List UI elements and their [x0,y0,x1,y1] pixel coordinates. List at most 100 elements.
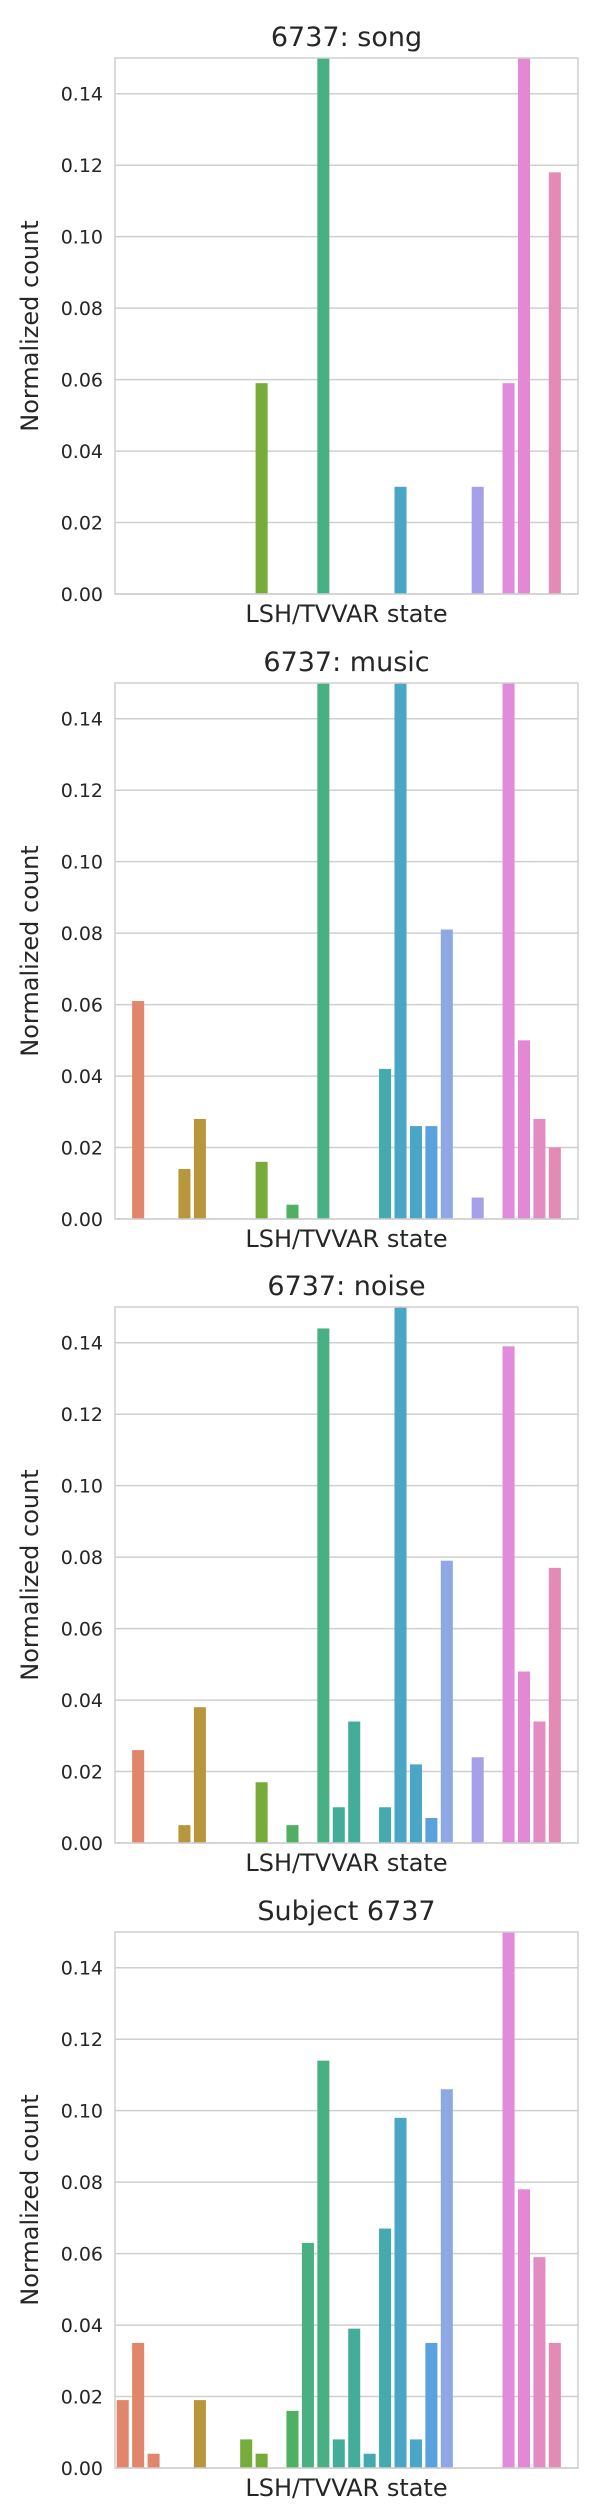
bar [471,1197,484,1219]
chart-panel-2: 6737: music 0.00 0.02 0.04 0.06 0.08 0.10 0.12 0… [16,647,579,1253]
bar [394,486,407,594]
bar [425,1817,438,1843]
plot-frame [114,682,579,1220]
y-tick-label: 0.14 [61,1333,103,1355]
y-tick-label: 0.04 [61,1066,103,1088]
bar [132,1001,145,1219]
bar [255,1161,268,1219]
bar [548,1567,561,1843]
bar [394,2117,407,2468]
y-tick-label: 0.08 [61,298,103,320]
y-tick-label: 0.10 [61,852,103,874]
bar [317,2060,330,2468]
y-tick-label: 0.08 [61,2172,103,2194]
bar [502,1932,515,2468]
bar [240,2439,253,2468]
y-tick-label: 0.12 [61,1404,103,1426]
y-axis-label: Normalized count [16,2094,44,2305]
y-tick-label: 0.14 [61,1958,103,1980]
plot-frame [114,1931,579,2469]
y-tick-label: 0.06 [61,1619,103,1641]
y-axis-label: Normalized count [16,1469,44,1680]
bar [440,2089,453,2468]
bar [409,1764,422,1843]
y-tick-label: 0.04 [61,2315,103,2337]
y-tick-label: 0.14 [61,84,103,106]
bar [178,1825,191,1843]
bar [317,58,330,594]
bar [317,683,330,1219]
y-tick-label: 0.02 [61,2387,103,2409]
bar [440,929,453,1219]
x-axis-label: LSH/TVVAR state [245,2474,447,2502]
chart-panel-1: 6737: song 0.00 0.02 0.04 0.06 0.08 0.10 0.12 0.… [16,22,579,628]
bar [548,1147,561,1219]
y-tick-label: 0.10 [61,227,103,249]
bar [301,2242,314,2468]
bar [132,1750,145,1843]
bar [548,172,561,594]
x-axis-label: LSH/TVVAR state [245,600,447,628]
chart-title: Subject 6737 [257,1896,435,1927]
bar [409,1126,422,1219]
bar [471,1757,484,1843]
y-tick-label: 0.12 [61,2029,103,2051]
y-tick-label: 0.08 [61,1547,103,1569]
bar [394,683,407,1219]
y-tick-label: 0.10 [61,2101,103,2123]
bar [409,2439,422,2468]
plot-frame [114,1306,579,1844]
bar [348,1721,361,1843]
chart-title: 6737: music [263,647,429,678]
y-tick-label: 0.14 [61,709,103,731]
bar [425,1126,438,1219]
y-tick-label: 0.10 [61,1476,103,1498]
chart-panel-4: Subject 6737 0.00 0.02 0.04 0.06 0.08 0.10 0.12… [16,1896,579,2502]
bar [255,383,268,594]
bar [286,1825,299,1843]
y-tick-label: 0.00 [61,2458,103,2480]
bar [471,486,484,594]
bar [193,1118,206,1219]
bar [332,2439,345,2468]
y-tick-label: 0.00 [61,1209,103,1231]
y-axis-label: Normalized count [16,845,44,1056]
bar [116,2400,129,2468]
bar [533,1118,546,1219]
y-tick-label: 0.04 [61,441,103,463]
y-tick-label: 0.12 [61,155,103,177]
y-tick-label: 0.02 [61,1138,103,1160]
bar [533,2257,546,2468]
bar [425,2342,438,2468]
bar [348,2328,361,2468]
bar [502,383,515,594]
y-tick-label: 0.02 [61,513,103,535]
bar [286,2410,299,2468]
y-tick-label: 0.08 [61,923,103,945]
bar [363,2453,376,2468]
y-tick-label: 0.04 [61,1690,103,1712]
bar [517,1671,531,1843]
bar [440,1560,453,1843]
bar [255,1782,268,1843]
bar [147,2453,160,2468]
bar [317,1328,330,1843]
bar [394,1307,407,1843]
bar [286,1204,299,1219]
bar [193,1707,206,1843]
bar [332,1807,345,1843]
bar [178,1168,191,1219]
bar [517,2189,531,2468]
bar [379,1807,392,1843]
y-tick-label: 0.02 [61,1762,103,1784]
bar [517,1040,531,1219]
bar [193,2400,206,2468]
y-tick-label: 0.06 [61,370,103,392]
y-tick-label: 0.06 [61,995,103,1017]
chart-title: 6737: song [271,22,422,53]
bar [379,2228,392,2468]
bar [132,2342,145,2468]
x-axis-label: LSH/TVVAR state [245,1849,447,1877]
bar [502,683,515,1219]
